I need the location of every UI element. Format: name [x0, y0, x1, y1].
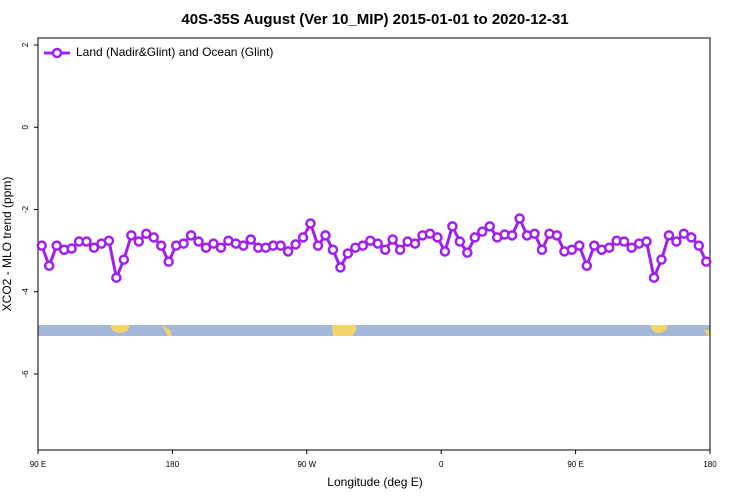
data-point: [133, 236, 145, 247]
data-point: [43, 260, 55, 272]
data-point: [439, 246, 451, 257]
data-point: [469, 232, 481, 243]
data-point: [626, 242, 637, 253]
data-point: [88, 242, 100, 253]
y-axis-label: XCO2 - MLO trend (ppm): [0, 177, 14, 312]
y-tick-label: -2: [21, 205, 30, 213]
data-point: [297, 232, 309, 243]
data-point: [701, 256, 712, 267]
data-point: [290, 239, 301, 250]
data-point: [305, 218, 316, 229]
data-point: [514, 213, 525, 224]
y-tick-label: -6: [21, 370, 30, 378]
data-point: [66, 243, 77, 254]
data-point: [379, 244, 391, 256]
data-point: [581, 260, 593, 272]
data-point: [163, 256, 174, 267]
data-point: [454, 236, 466, 247]
data-point: [394, 244, 406, 256]
data-point: [193, 236, 204, 247]
data-point: [409, 238, 421, 249]
data-point: [111, 272, 122, 283]
y-tick-label: 2: [21, 42, 30, 47]
data-point: [663, 230, 675, 241]
x-tick-label: 90 E: [567, 460, 583, 469]
data-point: [656, 254, 667, 265]
data-point: [551, 230, 563, 241]
data-point: [589, 240, 600, 251]
data-point: [148, 232, 159, 243]
data-point: [484, 221, 495, 232]
data-point: [648, 272, 660, 283]
data-point: [536, 244, 548, 256]
data-point: [641, 236, 652, 247]
data-point: [327, 244, 339, 256]
data-point: [118, 254, 130, 265]
data-point: [178, 238, 189, 249]
chart-title: 40S-35S August (Ver 10_MIP) 2015-01-01 t…: [181, 11, 568, 28]
data-point: [185, 230, 197, 241]
data-point: [693, 240, 705, 251]
data-point: [275, 240, 286, 251]
data-point: [566, 244, 578, 256]
data-point: [36, 240, 47, 251]
data-point: [81, 236, 92, 247]
data-point: [477, 226, 488, 237]
data-point: [529, 228, 540, 239]
data-point: [245, 234, 257, 245]
x-tick-label: 180: [703, 460, 717, 469]
data-point: [320, 230, 331, 241]
x-tick-label: 0: [439, 460, 444, 469]
x-tick-label: 180: [166, 460, 180, 469]
y-tick-label: 0: [21, 124, 30, 129]
data-point: [574, 240, 585, 251]
data-point: [387, 234, 398, 245]
x-tick-label: 90 W: [297, 460, 316, 469]
data-point: [103, 235, 115, 246]
y-tick-label: -4: [21, 288, 30, 296]
legend-marker: [51, 47, 63, 59]
map-strip: [38, 325, 710, 336]
data-point: [51, 240, 62, 251]
x-tick-label: 90 E: [30, 460, 46, 469]
data-point: [335, 262, 346, 273]
data-point: [238, 240, 249, 251]
data-point: [342, 248, 354, 259]
data-point: [282, 246, 294, 257]
data-point: [200, 242, 212, 253]
data-point: [215, 242, 227, 253]
data-point: [312, 240, 324, 251]
data-point: [208, 238, 219, 249]
x-axis-label: Longitude (deg E): [327, 475, 422, 489]
data-point: [671, 236, 682, 247]
data-point: [357, 240, 369, 251]
legend-label: Land (Nadir&Glint) and Ocean (Glint): [76, 45, 273, 59]
data-point: [686, 232, 697, 243]
data-point: [603, 242, 615, 253]
data-point: [618, 236, 630, 247]
data-point: [155, 240, 167, 251]
data-point: [126, 230, 137, 241]
data-point: [372, 238, 383, 249]
data-point: [432, 232, 443, 243]
data-point: [447, 221, 458, 232]
data-point: [506, 230, 518, 241]
data-point: [462, 247, 473, 258]
